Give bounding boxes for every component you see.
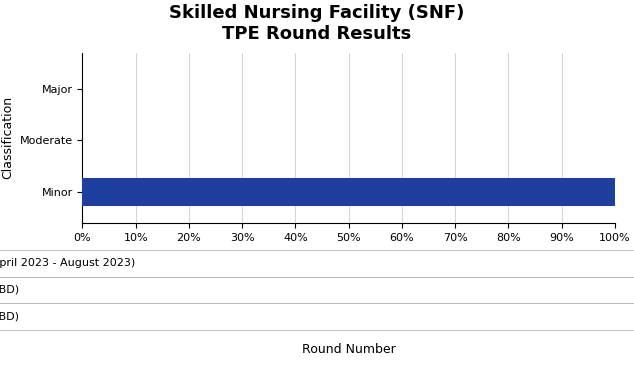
Text: Round Number: Round Number (302, 343, 396, 356)
Text: Skilled Nursing Facility (SNF)
TPE Round Results: Skilled Nursing Facility (SNF) TPE Round… (169, 4, 465, 42)
Bar (82, 178, 615, 207)
Y-axis label: Classification: Classification (1, 96, 14, 180)
